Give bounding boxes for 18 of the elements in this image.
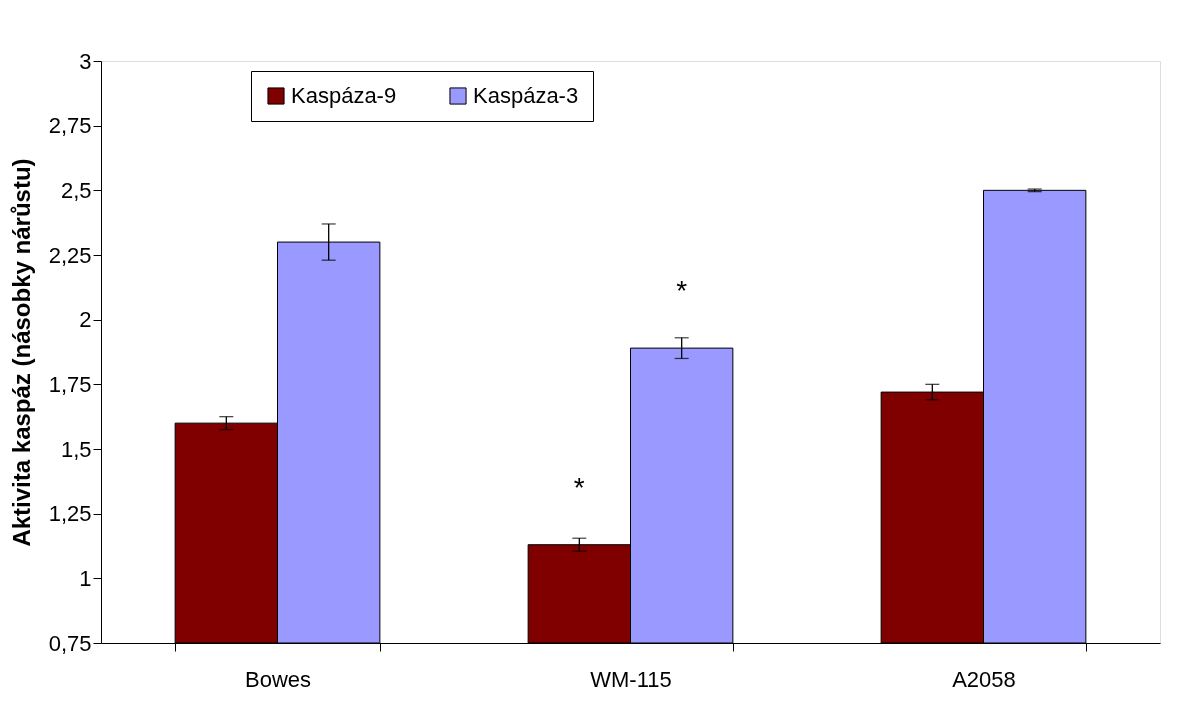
y-tick-label: 2: [79, 307, 92, 333]
y-axis-title: Aktivita kaspáz (násobky nárůstu): [7, 158, 35, 547]
y-tick-label: 0,75: [48, 630, 92, 656]
y-tick-label: 2,5: [60, 177, 92, 203]
y-tick-label: 2,75: [48, 113, 92, 139]
y-tick-label: 1,25: [48, 501, 92, 527]
annotation: *: [573, 471, 585, 503]
y-tick-label: 1: [79, 565, 92, 591]
y-tick-label: 1,5: [60, 436, 92, 462]
y-tick-label: 2,25: [48, 242, 92, 268]
x-tick-label: Bowes: [244, 666, 312, 692]
y-tick-label: 3: [79, 48, 92, 74]
legend-label: Kaspáza-3: [473, 83, 579, 108]
x-tick-label: A2058: [952, 666, 1016, 692]
y-tick-label: 1,75: [48, 371, 92, 397]
legend-label: Kaspáza-9: [291, 83, 397, 108]
annotation: *: [676, 275, 688, 307]
x-tick-label: WM-115: [590, 666, 672, 692]
